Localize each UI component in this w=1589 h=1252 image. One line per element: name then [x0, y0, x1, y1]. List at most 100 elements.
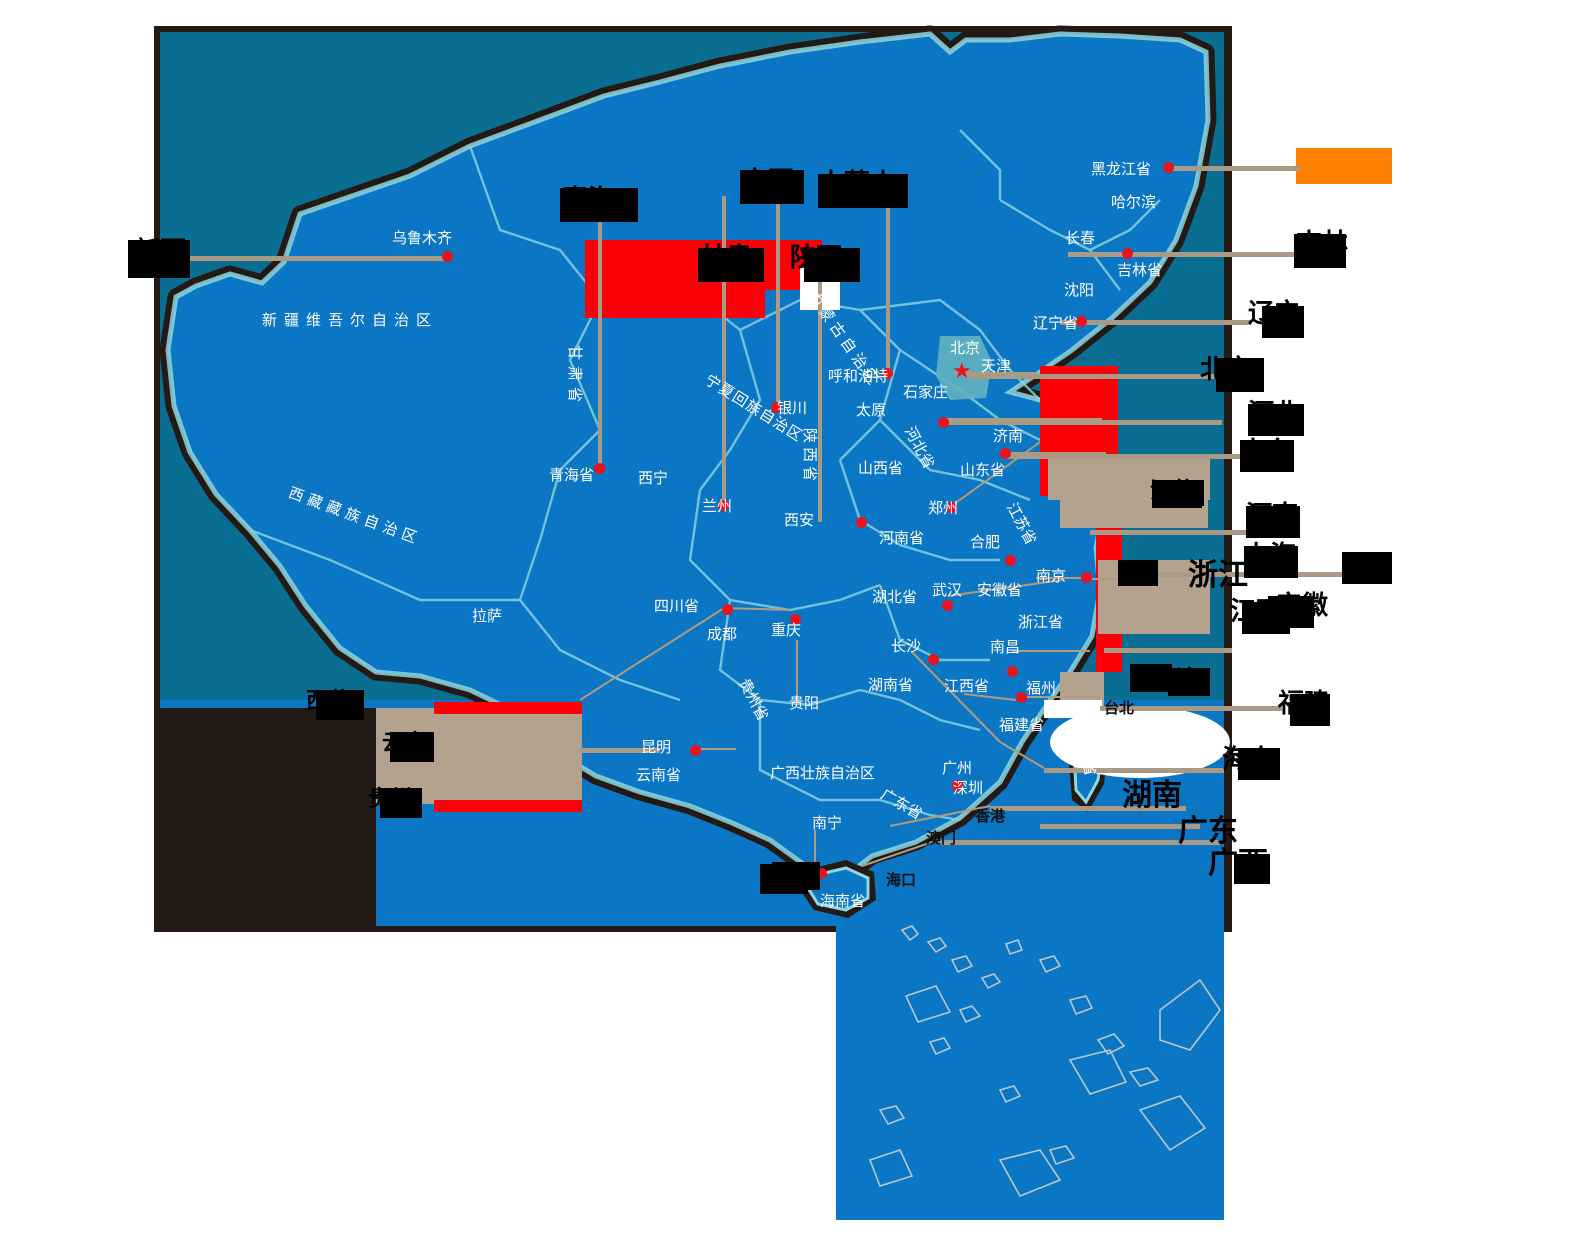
- leader-hunan: [1040, 824, 1200, 829]
- callout-label-zhejiang[interactable]: 浙江: [1188, 558, 1248, 593]
- marker-nanjing: [1081, 572, 1092, 583]
- city-label-lhasa: 拉萨: [472, 607, 503, 625]
- marker-fuzhou: [1016, 692, 1027, 703]
- marker-heilongjiang: [1163, 162, 1174, 173]
- highlight-red-yunnan-bottom: [434, 800, 582, 812]
- leader-liaoning: [1060, 320, 1250, 325]
- city-label-shenzhen: 深圳: [953, 779, 984, 797]
- marker-haikou: [816, 868, 827, 879]
- leader-neimenggu: [886, 186, 890, 378]
- connector-kunming: [690, 748, 736, 750]
- city-label-taiyuan: 太原: [856, 401, 887, 419]
- marker-lanzhou: [718, 500, 729, 511]
- city-label-harbin: 哈尔滨: [1111, 193, 1157, 211]
- redaction-inmap-shanghai: [1118, 560, 1158, 586]
- leader-qinghai: [598, 196, 602, 468]
- callout-label-hunan[interactable]: 湖南: [1122, 778, 1182, 813]
- marker-hohhot: [882, 368, 893, 379]
- connector-jinan: [1006, 452, 1106, 454]
- leader-taiwan: [1104, 648, 1232, 653]
- redaction-guizhou: [380, 788, 422, 818]
- connector-chongqing: [796, 640, 798, 704]
- leader-xinjiang: [190, 256, 446, 261]
- city-label-changchun: 长春: [1065, 229, 1096, 247]
- province-label-guangxi: 广西壮族自治区: [770, 764, 876, 782]
- province-label-zhejiang: 浙江省: [1018, 613, 1064, 631]
- city-label-taipei: 台北: [1104, 699, 1135, 717]
- leader-shandong: [1004, 454, 1242, 459]
- province-label-fujian: 福建省: [999, 716, 1045, 734]
- city-label-kunming: 昆明: [641, 738, 672, 756]
- province-label-yunnan: 云南省: [636, 766, 682, 784]
- connector-fuzhou: [1020, 696, 1100, 698]
- city-label-shenyang: 沈阳: [1064, 281, 1095, 299]
- leader-henan: [1090, 530, 1246, 535]
- redaction-henan: [1246, 506, 1300, 538]
- redaction-taiwan: [1168, 668, 1210, 696]
- city-label-haikou: 海口: [886, 871, 917, 889]
- redaction-inmap-guangxi: [772, 862, 820, 890]
- callout-label-guangdong[interactable]: 广东: [1178, 814, 1238, 849]
- leader-gansu: [722, 196, 726, 506]
- marker-hebei: [938, 417, 949, 428]
- connector-hebei: [942, 418, 1102, 420]
- marker-chengdu: [722, 604, 733, 615]
- marker-qinghai: [594, 463, 605, 474]
- city-label-shijiazhuang: 石家庄: [903, 383, 949, 401]
- redaction-shandong: [1240, 440, 1294, 472]
- province-label-hainan: 海南省: [820, 892, 866, 910]
- redaction-jilin: [1294, 234, 1346, 268]
- leader-hainan: [1044, 768, 1224, 773]
- redaction-hebei: [1248, 404, 1304, 436]
- province-label-shandong: 山东省: [960, 461, 1006, 479]
- redaction-neimenggu: [818, 174, 908, 208]
- leader-fujian: [1100, 706, 1282, 711]
- city-label-wuhan: 武汉: [932, 581, 963, 599]
- province-label-shanxi: 山西省: [858, 459, 904, 477]
- connector-nanchang: [1012, 650, 1090, 652]
- leader-heilongjiang: [1168, 166, 1300, 171]
- connector-nanning: [814, 830, 816, 872]
- marker-wuhan: [942, 600, 953, 611]
- highlight-red-yunnan-top: [434, 702, 582, 714]
- marker-yinchuan: [771, 402, 782, 413]
- city-label-xian: 西安: [784, 511, 815, 529]
- city-label-nanning: 南宁: [812, 814, 843, 832]
- connector-nanjing: [1085, 578, 1121, 580]
- city-label-yinchuan: 银川: [777, 399, 808, 417]
- city-label-guangzhou: 广州: [942, 759, 973, 777]
- marker-jinan: [1000, 448, 1011, 459]
- city-label-hongkong: 香港: [975, 807, 1006, 825]
- city-label-tianjin: 天津: [981, 357, 1012, 375]
- redaction-liaoning: [1262, 306, 1304, 338]
- leader-hebei: [940, 420, 1222, 425]
- city-label-fuzhou: 福州: [1026, 679, 1057, 697]
- marker-hefei: [1005, 555, 1016, 566]
- south-sea-island-outlines: [868, 925, 1221, 1198]
- redaction-guangxi: [1234, 854, 1270, 884]
- callout-box-heilongjiang[interactable]: [1296, 148, 1392, 184]
- redaction-xinjiang: [128, 240, 190, 278]
- leader-beijing: [966, 374, 1216, 379]
- redaction-shaanxi: [804, 248, 860, 282]
- province-label-henan: 河南省: [879, 529, 925, 547]
- redaction-hainan: [1238, 748, 1280, 780]
- redaction-inmap-taiwan: [1130, 664, 1172, 692]
- province-label-gansu: 甘肃省: [566, 345, 584, 409]
- redaction-shanghai: [1244, 546, 1298, 578]
- city-label-macau: 澳门: [926, 829, 957, 847]
- city-label-chengdu: 成都: [707, 625, 738, 643]
- highlight-white-strait: [1044, 700, 1102, 718]
- city-label-beijing: 北京: [950, 339, 981, 357]
- marker-zhengzhou: [946, 502, 957, 513]
- leader-jilin: [1068, 252, 1300, 257]
- redaction-qinghai: [560, 188, 638, 222]
- city-label-jinan: 济南: [993, 427, 1024, 445]
- marker-changchun: [1122, 248, 1133, 259]
- city-label-zhengzhou: 郑州: [928, 499, 959, 517]
- province-label-hunan: 湖南省: [868, 676, 914, 694]
- city-label-urumqi: 乌鲁木齐: [392, 229, 453, 247]
- province-label-liaoning: 辽宁省: [1033, 314, 1079, 332]
- redaction-xizang: [316, 690, 364, 720]
